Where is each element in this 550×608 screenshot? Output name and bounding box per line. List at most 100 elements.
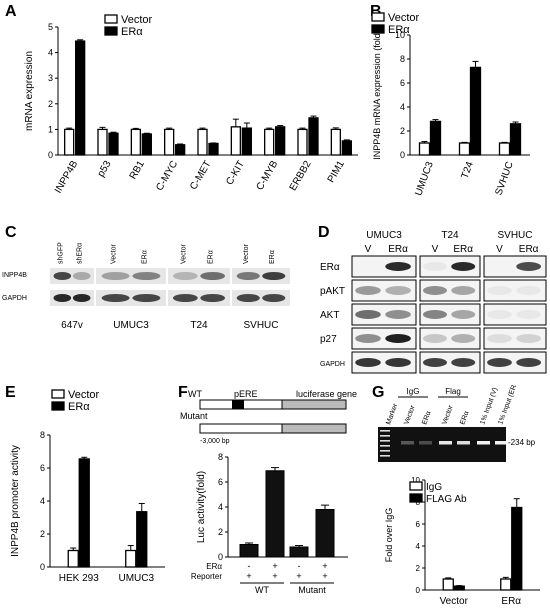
lane-label: V	[365, 244, 372, 255]
blot-band	[200, 294, 226, 302]
bar	[67, 549, 79, 568]
legend-label: FLAG Ab	[426, 494, 467, 505]
blot-band	[423, 286, 447, 295]
band-size-label: -234 bp	[508, 438, 536, 447]
gel-lane-label: 1% Input (ERα)	[497, 385, 520, 426]
legend-swatch	[104, 14, 118, 24]
blot-band	[423, 358, 447, 367]
gel-band	[401, 441, 414, 445]
marker-band	[380, 435, 390, 437]
panel-letter-d: D	[318, 224, 330, 241]
blot-band	[262, 272, 286, 280]
bar	[75, 40, 86, 156]
row-label-era: ERα	[206, 562, 222, 571]
y-tick-label: 8	[40, 430, 45, 440]
lane-label: Vector	[180, 243, 187, 264]
bar	[429, 120, 442, 156]
blot-band	[487, 334, 512, 343]
bar	[315, 509, 335, 558]
blot-strip	[351, 327, 417, 350]
blot-band	[132, 294, 161, 302]
blot-band	[132, 272, 161, 280]
blot-band	[487, 286, 512, 295]
bar	[175, 144, 186, 156]
lane-label: ERα	[208, 250, 215, 264]
blot-band	[53, 294, 72, 302]
blot-strip	[419, 255, 481, 278]
blot-band	[423, 310, 447, 319]
bar	[97, 128, 108, 156]
wt-label: WT	[188, 389, 202, 399]
y-tick-label: 4	[218, 502, 223, 512]
y-tick-label: 10	[411, 476, 420, 485]
lane-label: shERα	[77, 243, 84, 264]
blot-band	[355, 358, 381, 367]
x-tick-label: RB1	[128, 159, 147, 182]
blot-band	[487, 310, 512, 319]
group-label: SVHUC	[497, 230, 532, 241]
blot-strip	[351, 351, 417, 374]
gel-band	[477, 441, 490, 445]
blot-band	[236, 272, 260, 280]
blot-strip	[168, 290, 230, 306]
bar	[208, 142, 219, 156]
lane-label: ERα	[141, 250, 148, 264]
lane-label: shGFP	[57, 242, 64, 264]
blot-strip	[351, 279, 417, 302]
blot-strip	[419, 351, 481, 374]
blot-band	[423, 334, 447, 343]
bar	[341, 140, 352, 156]
y-tick-label: 2	[218, 527, 223, 537]
y-tick-label: 0	[40, 562, 45, 572]
group-label: UMUC3	[366, 230, 402, 241]
lane-label: Vector	[243, 243, 250, 264]
bar	[241, 127, 252, 156]
x-tick-label: HEK 293	[59, 573, 99, 584]
blot-strip	[483, 351, 547, 374]
blot-band	[423, 262, 447, 271]
panel-letter-e: E	[5, 384, 16, 401]
panel-letter-c: C	[5, 224, 17, 241]
group-label: T24	[190, 320, 208, 331]
marker-band	[380, 440, 390, 442]
blot-band	[385, 358, 411, 367]
y-tick-label: 8	[218, 452, 223, 462]
y-tick-label: 0	[218, 552, 223, 562]
blot-strip	[351, 303, 417, 326]
lane-label: Vector	[111, 243, 118, 264]
marker-band	[380, 450, 390, 452]
y-tick-label: 2	[400, 126, 405, 136]
y-tick-label: 2	[48, 99, 53, 109]
blot-band	[53, 272, 72, 280]
lane-label: ERα	[519, 244, 539, 255]
legend-label: Vector	[388, 12, 420, 24]
row-label: INPP4B	[2, 272, 27, 279]
gel-lane-label: 1% Input (V)	[479, 387, 499, 426]
y-tick-label: 4	[416, 542, 421, 551]
blot-band	[451, 286, 476, 295]
legend-label: Vector	[121, 14, 153, 26]
blot-band	[172, 272, 198, 280]
y-tick-label: 2	[40, 529, 45, 539]
y-axis-label: Fold over IgG	[384, 508, 394, 563]
panel-letter-a: A	[5, 3, 17, 20]
blot-band	[516, 334, 542, 343]
group-label-mutant: Mutant	[298, 585, 326, 595]
bar	[509, 123, 522, 156]
x-tick-label: C-MYB	[255, 159, 281, 193]
bar	[64, 128, 75, 156]
lane-label: ERα	[453, 244, 473, 255]
x-tick-label: UMUC3	[413, 160, 436, 198]
group-label-flag: Flag	[445, 387, 461, 396]
bar	[308, 117, 319, 156]
blot-strip	[50, 268, 94, 284]
blot-band	[101, 294, 130, 302]
y-tick-label: 6	[400, 78, 405, 88]
row-label: pAKT	[320, 286, 345, 297]
bar	[125, 549, 137, 568]
group-label-wt: WT	[255, 585, 269, 595]
blot-strip	[419, 303, 481, 326]
group-label: T24	[441, 230, 459, 241]
blot-band	[172, 294, 198, 302]
blot-strip	[419, 327, 481, 350]
